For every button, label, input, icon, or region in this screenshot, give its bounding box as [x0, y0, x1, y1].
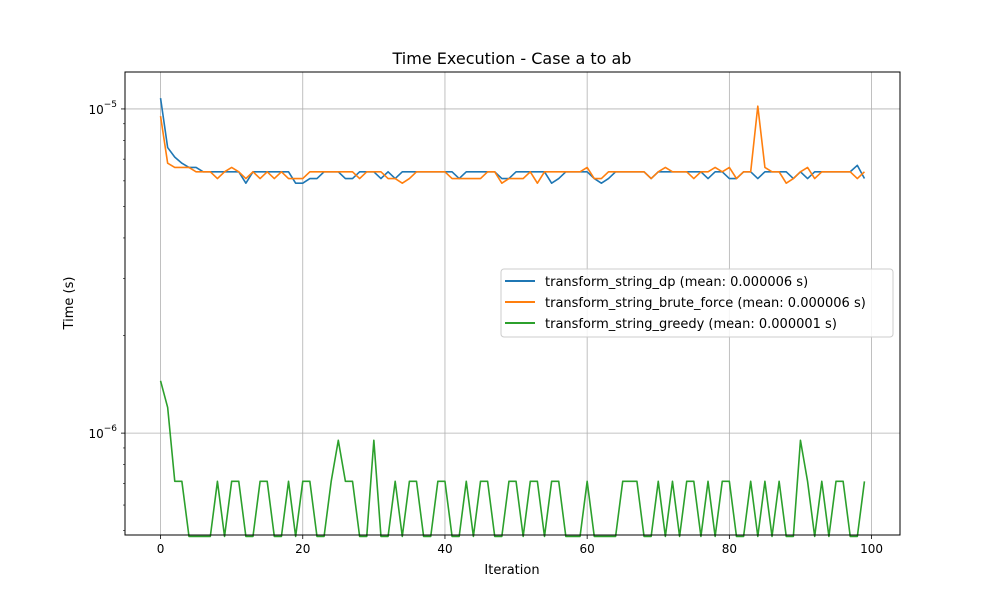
x-axis-ticks: 0 20 40 60 80 100	[157, 535, 883, 556]
series-line-1	[159, 105, 866, 185]
plot-frame	[124, 71, 901, 536]
y-tick-label: 10−6	[88, 424, 117, 441]
x-tick-label: 20	[295, 542, 310, 556]
legend-label-1: transform_string_brute_force (mean: 0.00…	[545, 296, 866, 311]
series-lines	[159, 97, 866, 538]
legend-label-0: transform_string_dp (mean: 0.000006 s)	[545, 275, 808, 290]
chart-title: Time Execution - Case a to ab	[392, 49, 632, 68]
y-tick-label: 10−5	[88, 100, 117, 117]
series-line-2	[159, 380, 866, 538]
legend-label-2: transform_string_greedy (mean: 0.000001 …	[545, 317, 837, 332]
x-tick-label: 80	[722, 542, 737, 556]
legend: transform_string_dp (mean: 0.000006 s) tr…	[500, 268, 894, 338]
x-tick-label: 0	[157, 542, 165, 556]
y-axis-ticks: 10−6 10−5	[88, 100, 125, 532]
legend-box	[500, 268, 894, 338]
x-tick-label: 100	[860, 542, 883, 556]
x-tick-label: 40	[437, 542, 452, 556]
y-axis-label: Time (s)	[62, 277, 77, 331]
x-axis-label: Iteration	[484, 563, 539, 578]
x-tick-label: 60	[580, 542, 595, 556]
